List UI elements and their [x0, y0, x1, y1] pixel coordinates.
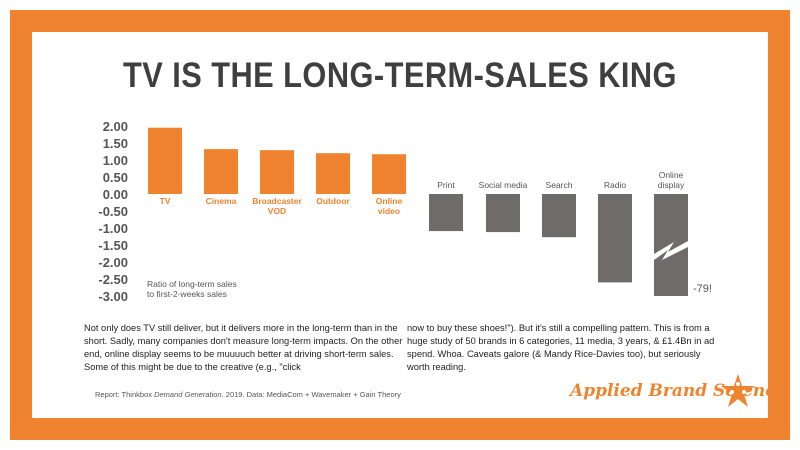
y-tick-label: 0.00: [103, 187, 128, 202]
y-tick-label: -2.50: [98, 272, 128, 287]
page-title: TV IS THE LONG-TERM-SALES KING: [123, 56, 677, 95]
star-logo-icon: [721, 374, 755, 407]
y-tick-label: 1.00: [103, 153, 128, 168]
bar-cinema: [204, 149, 238, 194]
bar-broadcaster-vod: [260, 150, 294, 194]
source-pre: Report: Thinkbox: [95, 390, 155, 399]
y-tick-label: 1.50: [103, 136, 128, 151]
body-text-left: Not only does TV still deliver, but it d…: [84, 323, 403, 372]
annotation-label: -79!: [693, 283, 712, 295]
bar-print: [429, 194, 463, 232]
source-report-title: Demand Generation: [154, 390, 222, 399]
body-text-right: now to buy these shoes!"). But it's stil…: [407, 323, 715, 372]
source-note: Report: Thinkbox Demand Generation. 2019…: [95, 390, 401, 399]
axis-break-icon: [654, 241, 688, 260]
category-label: TV: [160, 196, 171, 206]
category-label: Search: [546, 180, 573, 190]
category-label: Outdoor: [316, 196, 350, 206]
bar-search: [542, 194, 576, 238]
category-label: Online: [376, 196, 403, 206]
category-label: VOD: [268, 206, 286, 216]
category-label: Radio: [604, 180, 626, 190]
y-tick-label: -1.50: [98, 238, 128, 253]
y-axis-label-line1: Ratio of long-term sales: [147, 279, 237, 289]
bar-outdoor: [316, 153, 350, 194]
category-label: Online: [659, 170, 684, 180]
y-axis-label-line2: to first-2-weeks sales: [147, 289, 227, 299]
bar-tv: [148, 127, 182, 194]
category-label: Broadcaster: [252, 196, 302, 206]
bar-radio: [598, 194, 632, 283]
category-label: Social media: [479, 180, 528, 190]
y-tick-label: -2.00: [98, 255, 128, 270]
category-label: Cinema: [206, 196, 237, 206]
y-tick-label: -3.00: [98, 289, 128, 304]
y-tick-label: 2.00: [103, 119, 128, 134]
category-label: display: [658, 180, 685, 190]
y-tick-label: -0.50: [98, 204, 128, 219]
source-post: . 2019. Data: MediaCom + Wavemaker + Gai…: [221, 390, 401, 399]
category-label: video: [378, 206, 400, 216]
bar-social-media: [486, 194, 520, 233]
category-label: Print: [437, 180, 455, 190]
bar-online-video: [372, 154, 406, 194]
y-tick-label: 0.50: [103, 170, 128, 185]
y-tick-label: -1.00: [98, 221, 128, 236]
